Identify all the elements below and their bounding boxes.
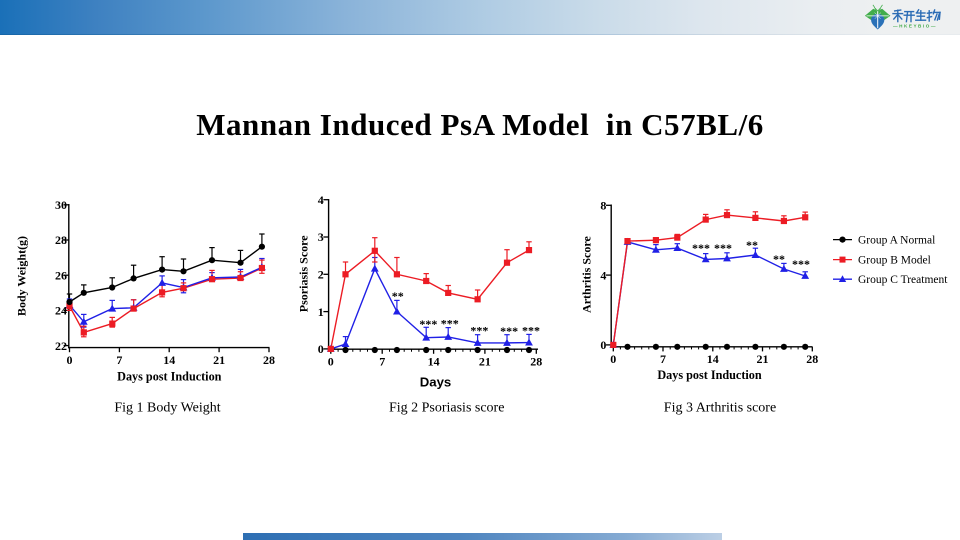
svg-text:**: **: [746, 238, 758, 252]
svg-text:2: 2: [318, 268, 324, 282]
svg-text:1: 1: [318, 305, 324, 319]
svg-text:***: ***: [792, 257, 810, 271]
svg-text:0: 0: [328, 355, 334, 369]
svg-text:***: ***: [419, 317, 437, 331]
svg-text:Days post Induction: Days post Induction: [657, 368, 762, 382]
svg-text:**: **: [392, 289, 404, 303]
svg-text:Body Weight(g): Body Weight(g): [15, 236, 29, 316]
svg-text:14: 14: [707, 352, 719, 366]
svg-text:***: ***: [470, 323, 488, 337]
svg-text:Days: Days: [420, 374, 452, 389]
svg-text:Group C Treatment: Group C Treatment: [858, 274, 948, 286]
svg-text:***: ***: [500, 324, 518, 338]
svg-text:4: 4: [318, 193, 324, 207]
svg-text:**: **: [773, 252, 785, 266]
svg-text:Psoriasis Score: Psoriasis Score: [297, 235, 311, 312]
svg-text:30: 30: [55, 198, 67, 212]
svg-text:—HKEYBIO—: —HKEYBIO—: [893, 24, 937, 29]
svg-text:14: 14: [163, 353, 175, 367]
svg-text:0: 0: [318, 342, 324, 356]
svg-text:7: 7: [379, 355, 385, 369]
svg-text:28: 28: [263, 353, 275, 367]
svg-text:***: ***: [692, 241, 710, 255]
svg-text:***: ***: [714, 241, 732, 255]
svg-text:21: 21: [213, 353, 225, 367]
svg-text:24: 24: [55, 304, 67, 318]
svg-text:4: 4: [600, 268, 606, 282]
svg-text:0: 0: [67, 353, 73, 367]
svg-text:Fig 2 Psoriasis score: Fig 2 Psoriasis score: [389, 401, 505, 416]
svg-text:21: 21: [479, 355, 491, 369]
svg-text:Days post Induction: Days post Induction: [117, 369, 222, 383]
svg-text:Group A Normal: Group A Normal: [858, 235, 935, 247]
svg-text:Fig 1 Body Weight: Fig 1 Body Weight: [114, 401, 220, 416]
svg-text:7: 7: [660, 352, 666, 366]
svg-text:22: 22: [55, 339, 67, 353]
svg-text:0: 0: [600, 338, 606, 352]
svg-text:14: 14: [428, 355, 440, 369]
svg-text:28: 28: [55, 233, 67, 247]
svg-text:8: 8: [600, 199, 606, 213]
svg-text:28: 28: [806, 352, 818, 366]
svg-text:28: 28: [530, 355, 542, 369]
svg-text:21: 21: [757, 352, 769, 366]
svg-text:7: 7: [116, 353, 122, 367]
svg-text:Fig 3 Arthritis score: Fig 3 Arthritis score: [664, 401, 776, 416]
svg-text:***: ***: [522, 324, 540, 338]
svg-text:Group B Model: Group B Model: [858, 255, 931, 267]
svg-text:Arthritis Score: Arthritis Score: [580, 236, 594, 313]
svg-text:3: 3: [318, 230, 324, 244]
svg-text:0: 0: [610, 352, 616, 366]
svg-text:***: ***: [441, 317, 459, 331]
svg-text:26: 26: [55, 268, 67, 282]
